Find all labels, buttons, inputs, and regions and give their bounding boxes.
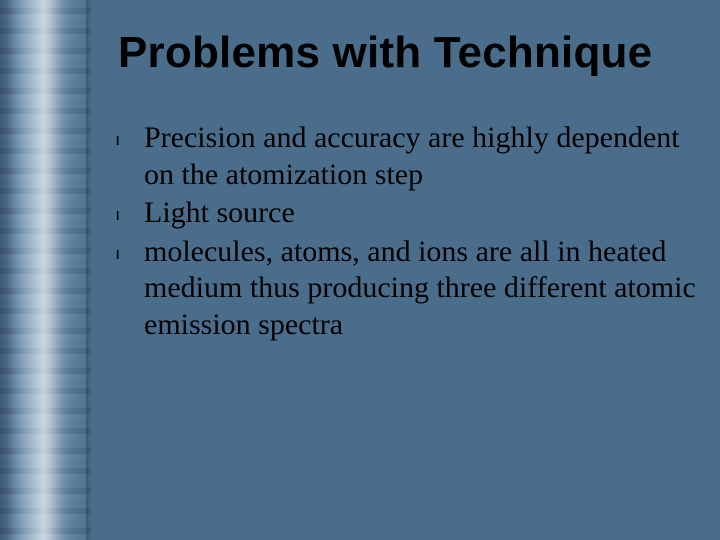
bullet-glyph: l: [114, 234, 144, 262]
list-item: l molecules, atoms, and ions are all in …: [114, 234, 702, 344]
bullet-text: Light source: [144, 195, 295, 232]
notebook-spine: [0, 0, 90, 540]
slide-title: Problems with Technique: [118, 28, 702, 78]
bullet-list: l Precision and accuracy are highly depe…: [114, 120, 702, 344]
bullet-text: Precision and accuracy are highly depend…: [144, 120, 702, 193]
bullet-text: molecules, atoms, and ions are all in he…: [144, 234, 702, 344]
list-item: l Precision and accuracy are highly depe…: [114, 120, 702, 193]
list-item: l Light source: [114, 195, 702, 232]
bullet-glyph: l: [114, 195, 144, 223]
slide-content: Problems with Technique l Precision and …: [90, 0, 720, 540]
bullet-glyph: l: [114, 120, 144, 148]
